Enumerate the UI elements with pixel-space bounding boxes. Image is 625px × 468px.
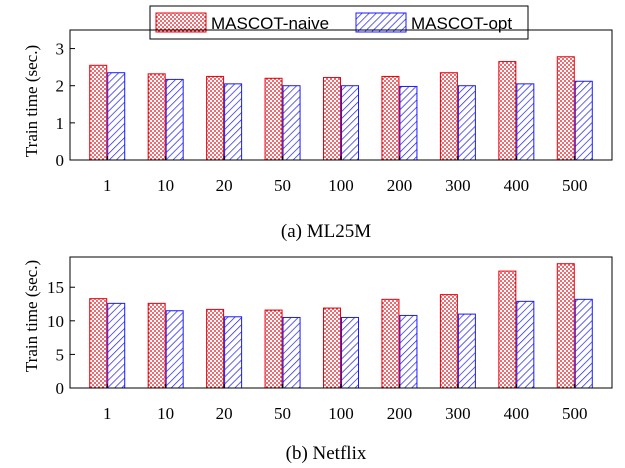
bar-mascot-naive (381, 298, 400, 389)
bar-mascot-naive (381, 75, 400, 161)
x-tick-label: 500 (562, 176, 588, 195)
bar-mascot-naive (206, 308, 225, 389)
bar-mascot-naive (147, 73, 166, 161)
x-tick-label: 1 (103, 176, 112, 195)
x-tick-label: 1 (103, 404, 112, 423)
bar-mascot-naive (147, 302, 166, 389)
x-tick-label: 400 (504, 404, 530, 423)
x-tick-label: 50 (274, 404, 291, 423)
x-tick-label: 300 (445, 404, 471, 423)
bar-mascot-naive (89, 64, 108, 161)
bar-mascot-opt (165, 78, 184, 161)
x-tick-label: 400 (504, 176, 530, 195)
x-tick-label: 500 (562, 404, 588, 423)
chart-caption: (a) ML25M (281, 221, 371, 242)
bar-mascot-naive (323, 77, 341, 161)
legend-label-mascot-opt: MASCOT-opt (411, 14, 512, 33)
plot-frame (69, 29, 613, 161)
x-tick-label: 200 (387, 176, 413, 195)
chart-netflix: 0 5 10 15 1 10 20 50 100 200 300 400 500 Train time… (22, 256, 613, 464)
bar-mascot-naive (556, 56, 575, 161)
bar-mascot-naive (498, 61, 517, 161)
bar-mascot-opt (107, 72, 126, 161)
y-tick-label: 0 (56, 379, 65, 398)
y-tick-label: 3 (56, 40, 65, 59)
bar-mascot-opt (282, 85, 301, 161)
y-tick-label: 5 (56, 345, 65, 364)
y-tick-label: 15 (47, 278, 64, 297)
bar-mascot-naive (264, 309, 283, 389)
x-tick-label: 20 (216, 176, 233, 195)
x-tick-label: 200 (387, 404, 413, 423)
bar-mascot-naive (206, 75, 225, 161)
bar-mascot-opt (399, 314, 418, 389)
y-tick-label: 1 (56, 114, 65, 133)
x-tick-label: 50 (274, 176, 291, 195)
y-axis-ticks: 0 5 10 15 (47, 278, 75, 398)
legend-box (149, 5, 529, 40)
y-tick-label: 2 (56, 77, 65, 96)
legend: MASCOT-naive MASCOT-opt (149, 5, 529, 40)
x-tick-label: 10 (157, 404, 174, 423)
bar-mascot-opt (282, 316, 301, 389)
legend-label-mascot-naive: MASCOT-naive (211, 14, 329, 33)
bar-group (89, 56, 593, 161)
chart-ml25m: 0 1 2 3 1 10 20 50 100 200 300 400 500 Train time (… (22, 29, 613, 242)
bar-mascot-opt (165, 310, 184, 389)
x-tick-label: 10 (157, 176, 174, 195)
bar-mascot-naive (323, 307, 341, 389)
x-tick-label: 300 (445, 176, 471, 195)
bar-mascot-naive (439, 294, 458, 389)
x-tick-label: 20 (216, 404, 233, 423)
bar-mascot-opt (341, 316, 359, 389)
y-tick-label: 10 (47, 312, 64, 331)
plot-frame (69, 256, 613, 389)
bar-mascot-opt (516, 83, 535, 161)
x-axis-ticks: 1 10 20 50 100 200 300 400 500 (103, 156, 588, 195)
bar-mascot-naive (439, 72, 458, 161)
x-tick-label: 100 (328, 404, 354, 423)
bar-mascot-naive (264, 77, 283, 161)
x-axis-ticks: 1 10 20 50 100 200 300 400 500 (103, 384, 588, 423)
y-tick-label: 0 (56, 151, 65, 170)
bar-mascot-opt (224, 83, 243, 161)
bar-mascot-opt (399, 85, 418, 161)
bar-mascot-naive (89, 298, 108, 389)
bar-mascot-opt (574, 298, 593, 389)
y-axis-label: Train time (sec.) (22, 260, 41, 372)
bar-mascot-opt (341, 85, 359, 161)
bar-mascot-opt (107, 302, 126, 389)
bar-mascot-opt (516, 300, 535, 389)
bar-mascot-opt (224, 316, 243, 389)
chart-caption: (b) Netflix (286, 443, 367, 464)
y-axis-ticks: 0 1 2 3 (56, 40, 75, 170)
bar-mascot-opt (457, 313, 476, 389)
legend-swatch-mascot-opt (355, 12, 407, 33)
x-tick-label: 100 (328, 176, 354, 195)
bar-mascot-naive (498, 270, 517, 389)
bar-group (89, 263, 593, 389)
legend-swatch-mascot-naive (155, 12, 207, 33)
bar-mascot-naive (556, 263, 575, 389)
bar-mascot-opt (574, 80, 593, 161)
bar-mascot-opt (457, 85, 476, 161)
y-axis-label: Train time (sec.) (22, 45, 41, 157)
